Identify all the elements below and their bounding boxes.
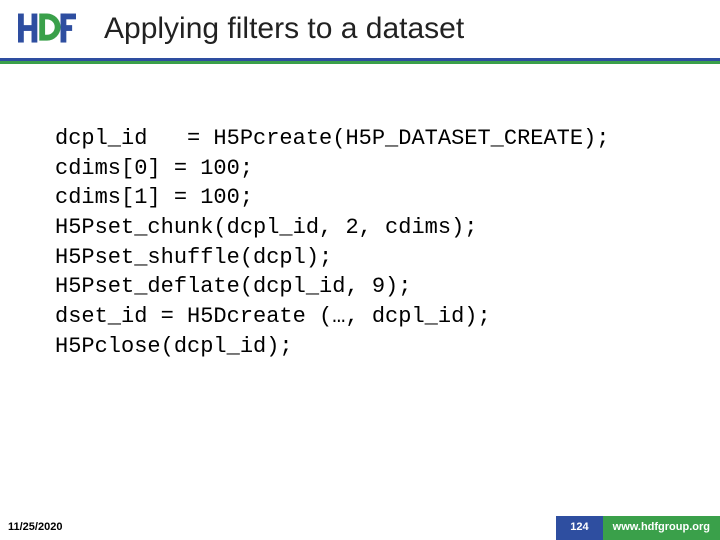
slide-content: dcpl_id = H5Pcreate(H5P_DATASET_CREATE);… xyxy=(0,64,720,362)
footer-date: 11/25/2020 xyxy=(0,516,70,540)
slide-header: Applying filters to a dataset xyxy=(0,0,720,58)
hdf-logo xyxy=(18,11,76,47)
code-block: dcpl_id = H5Pcreate(H5P_DATASET_CREATE);… xyxy=(55,124,665,362)
slide-footer: 11/25/2020 124 www.hdfgroup.org xyxy=(0,516,720,540)
footer-spacer xyxy=(70,516,556,540)
slide-title: Applying filters to a dataset xyxy=(104,12,464,46)
footer-url: www.hdfgroup.org xyxy=(603,516,720,540)
footer-page-number: 124 xyxy=(556,516,602,540)
